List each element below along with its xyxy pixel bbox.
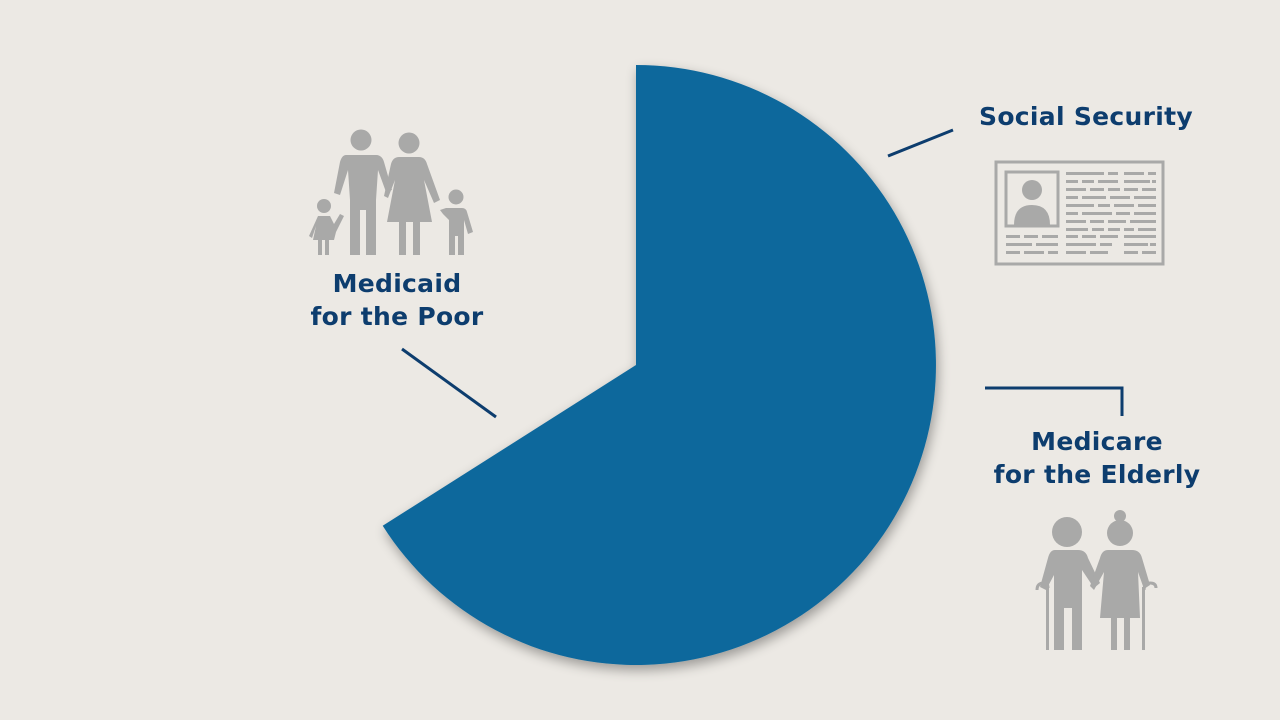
social-security-label: Social Security bbox=[966, 100, 1206, 133]
id-card-icon bbox=[994, 160, 1165, 266]
elderly-couple-icon bbox=[1035, 510, 1158, 650]
social-security-label-text: Social Security bbox=[979, 102, 1193, 131]
medicare-leader-line bbox=[985, 386, 1124, 416]
medicaid-leader-line bbox=[401, 347, 497, 419]
medicare-label-line2: for the Elderly bbox=[993, 460, 1201, 489]
family-icon bbox=[309, 129, 473, 255]
medicaid-label: Medicaid for the Poor bbox=[287, 267, 507, 333]
medicaid-label-line2: for the Poor bbox=[310, 302, 484, 331]
medicaid-label-line1: Medicaid bbox=[332, 269, 462, 298]
social-security-leader-line bbox=[887, 128, 954, 158]
medicare-label-line1: Medicare bbox=[1031, 427, 1163, 456]
medicare-label: Medicare for the Elderly bbox=[972, 425, 1222, 491]
pie-wedge bbox=[382, 65, 936, 665]
